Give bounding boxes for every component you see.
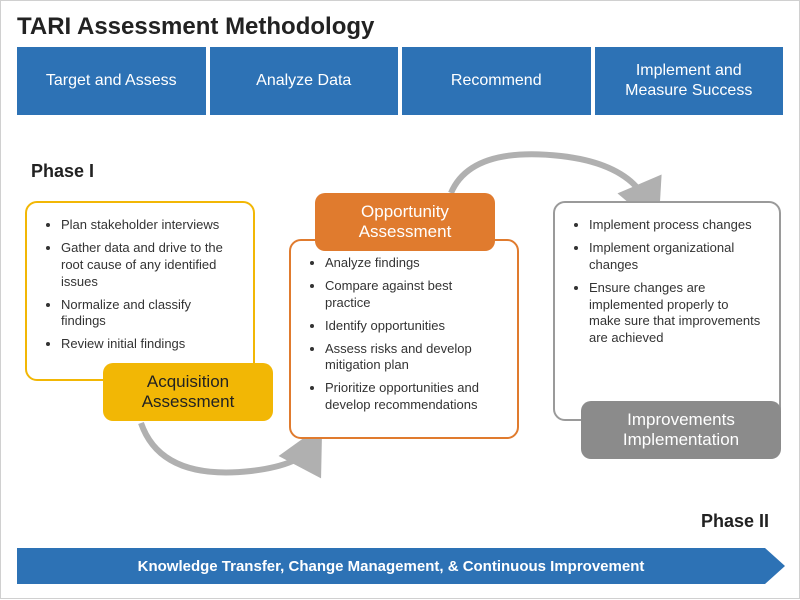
list-item: Prioritize opportunities and develop rec…	[325, 380, 501, 414]
list-item: Analyze findings	[325, 255, 501, 272]
phase-2-label: Phase II	[701, 511, 769, 532]
badge-opportunity: Opportunity Assessment	[315, 193, 495, 251]
badge-improvements: Improvements Implementation	[581, 401, 781, 459]
list-item: Compare against best practice	[325, 278, 501, 312]
banner-body: Knowledge Transfer, Change Management, &…	[17, 548, 765, 584]
card-improvements-list: Implement process changes Implement orga…	[571, 217, 763, 347]
list-item: Plan stakeholder interviews	[61, 217, 237, 234]
list-item: Normalize and classify findings	[61, 297, 237, 331]
card-acquisition: Plan stakeholder interviews Gather data …	[25, 201, 255, 381]
badge-acquisition: Acquisition Assessment	[103, 363, 273, 421]
tab-target-assess: Target and Assess	[17, 47, 206, 115]
card-opportunity-list: Analyze findings Compare against best pr…	[307, 255, 501, 414]
list-item: Assess risks and develop mitigation plan	[325, 341, 501, 375]
list-item: Ensure changes are implemented properly …	[589, 280, 763, 348]
card-acquisition-list: Plan stakeholder interviews Gather data …	[43, 217, 237, 353]
tab-analyze-data: Analyze Data	[210, 47, 399, 115]
arrow-acq-to-opp	[141, 423, 311, 472]
list-item: Review initial findings	[61, 336, 237, 353]
banner-arrowhead-icon	[765, 548, 785, 584]
tab-implement-measure: Implement and Measure Success	[595, 47, 784, 115]
list-item: Implement organizational changes	[589, 240, 763, 274]
list-item: Gather data and drive to the root cause …	[61, 240, 237, 291]
bottom-arrow-banner: Knowledge Transfer, Change Management, &…	[17, 548, 785, 584]
main-title: TARI Assessment Methodology	[17, 13, 374, 41]
list-item: Identify opportunities	[325, 318, 501, 335]
tab-recommend: Recommend	[402, 47, 591, 115]
card-opportunity: Analyze findings Compare against best pr…	[289, 239, 519, 439]
list-item: Implement process changes	[589, 217, 763, 234]
diagram-canvas: TARI Assessment Methodology Target and A…	[0, 0, 800, 599]
top-tabs-row: Target and Assess Analyze Data Recommend…	[17, 47, 783, 115]
phase-1-label: Phase I	[31, 161, 94, 182]
card-improvements: Implement process changes Implement orga…	[553, 201, 781, 421]
